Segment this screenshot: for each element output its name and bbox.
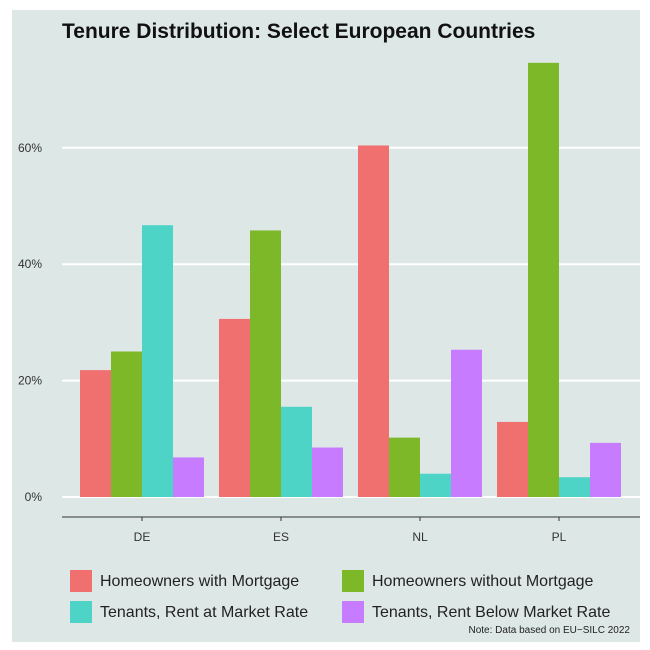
bar xyxy=(528,62,559,497)
legend-swatch xyxy=(70,601,92,623)
legend-label: Homeowners with Mortgage xyxy=(100,573,299,590)
y-tick-label: 20% xyxy=(18,374,42,388)
bar xyxy=(559,477,590,497)
x-tick-label: DE xyxy=(134,530,151,544)
bar xyxy=(312,447,343,497)
y-tick-label: 60% xyxy=(18,141,42,155)
chart-title: Tenure Distribution: Select European Cou… xyxy=(62,20,536,43)
legend-label: Tenants, Rent at Market Rate xyxy=(100,604,308,621)
bar xyxy=(219,318,250,497)
bar-chart: 0% 20% 40% 60% DE ES NL PL Homeowners with Mortg… xyxy=(18,62,640,623)
x-tick-label: NL xyxy=(412,530,428,544)
bar xyxy=(497,421,528,497)
legend-label: Homeowners without Mortgage xyxy=(372,573,594,590)
y-tick-label: 0% xyxy=(25,490,43,504)
bar xyxy=(173,457,204,497)
source-note: Note: Data based on EU−SILC 2022 xyxy=(468,625,631,636)
legend-swatch xyxy=(70,570,92,592)
legend-label: Tenants, Rent Below Market Rate xyxy=(372,604,610,621)
bar xyxy=(142,225,173,497)
x-tick-label: PL xyxy=(552,530,567,544)
legend-swatch xyxy=(342,601,364,623)
bar xyxy=(590,442,621,497)
legend-swatch xyxy=(342,570,364,592)
bar xyxy=(111,351,142,497)
bar xyxy=(420,473,451,497)
bar xyxy=(358,145,389,498)
bar xyxy=(281,406,312,497)
bar xyxy=(250,230,281,497)
x-tick-label: ES xyxy=(273,530,289,544)
bar xyxy=(389,437,420,497)
bar xyxy=(451,349,482,497)
chart-panel: Tenure Distribution: Select European Cou… xyxy=(12,10,640,642)
y-tick-label: 40% xyxy=(18,257,42,271)
bar xyxy=(80,370,111,497)
